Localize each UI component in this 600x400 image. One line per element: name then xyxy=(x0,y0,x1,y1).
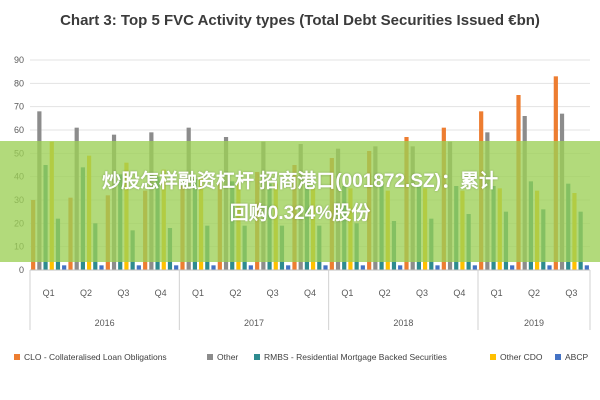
x-tick-label: Q1 xyxy=(341,288,353,298)
y-tick-label: 80 xyxy=(14,78,24,88)
x-tick-label: Q1 xyxy=(491,288,503,298)
x-group-label: 2016 xyxy=(95,318,115,328)
legend-item-clo: CLO - Collateralised Loan Obligations xyxy=(14,352,167,362)
x-tick-label: Q2 xyxy=(80,288,92,298)
legend-label: CLO - Collateralised Loan Obligations xyxy=(24,352,167,362)
bar xyxy=(584,265,589,270)
legend-item-other-cdo: Other CDO xyxy=(490,352,543,362)
bar xyxy=(360,265,365,270)
legend-label: Other CDO xyxy=(500,352,543,362)
overlay-banner xyxy=(0,141,600,262)
legend-swatch xyxy=(14,354,20,360)
x-tick-label: Q2 xyxy=(229,288,241,298)
banner-line-1: 炒股怎样融资杠杆 招商港口(001872.SZ)：累计 xyxy=(102,171,498,192)
legend-item-rmbs: RMBS - Residential Mortgage Backed Secur… xyxy=(254,352,447,362)
bar xyxy=(510,265,515,270)
bar xyxy=(99,265,104,270)
bar xyxy=(62,265,67,270)
x-tick-label: Q3 xyxy=(565,288,577,298)
y-tick-label: 90 xyxy=(14,55,24,65)
legend-swatch xyxy=(490,354,496,360)
x-group-label: 2018 xyxy=(393,318,413,328)
x-tick-label: Q2 xyxy=(379,288,391,298)
x-group-label: 2019 xyxy=(524,318,544,328)
bar xyxy=(211,265,216,270)
overlay-banner-text: 炒股怎样融资杠杆 招商港口(001872.SZ)：累计 回购0.324%股份 xyxy=(0,166,600,230)
legend-label: RMBS - Residential Mortgage Backed Secur… xyxy=(264,352,447,362)
legend-item-abcp: ABCP xyxy=(555,352,588,362)
x-tick-label: Q1 xyxy=(192,288,204,298)
y-tick-label: 60 xyxy=(14,125,24,135)
bar xyxy=(136,265,141,270)
bar xyxy=(472,265,477,270)
bar xyxy=(398,265,403,270)
x-tick-label: Q2 xyxy=(528,288,540,298)
legend-swatch xyxy=(207,354,213,360)
bar xyxy=(323,265,328,270)
banner-line-2: 回购0.324%股份 xyxy=(229,203,371,224)
chart-title: Chart 3: Top 5 FVC Activity types (Total… xyxy=(60,12,540,29)
x-tick-label: Q3 xyxy=(117,288,129,298)
x-group-label: 2017 xyxy=(244,318,264,328)
legend-swatch xyxy=(254,354,260,360)
x-tick-label: Q4 xyxy=(304,288,316,298)
y-tick-label: 0 xyxy=(19,265,24,275)
bar xyxy=(248,265,253,270)
x-tick-label: Q3 xyxy=(416,288,428,298)
x-tick-label: Q3 xyxy=(267,288,279,298)
x-tick-label: Q1 xyxy=(43,288,55,298)
y-tick-label: 70 xyxy=(14,102,24,112)
bar xyxy=(174,265,179,270)
legend-label: Other xyxy=(217,352,239,362)
x-tick-label: Q4 xyxy=(155,288,167,298)
bar xyxy=(286,265,291,270)
legend-swatch xyxy=(555,354,561,360)
bar xyxy=(547,265,552,270)
bar xyxy=(435,265,440,270)
x-tick-label: Q4 xyxy=(453,288,465,298)
legend-item-other: Other xyxy=(207,352,238,362)
legend-label: ABCP xyxy=(565,352,589,362)
legend: CLO - Collateralised Loan Obligations Ot… xyxy=(14,352,594,368)
